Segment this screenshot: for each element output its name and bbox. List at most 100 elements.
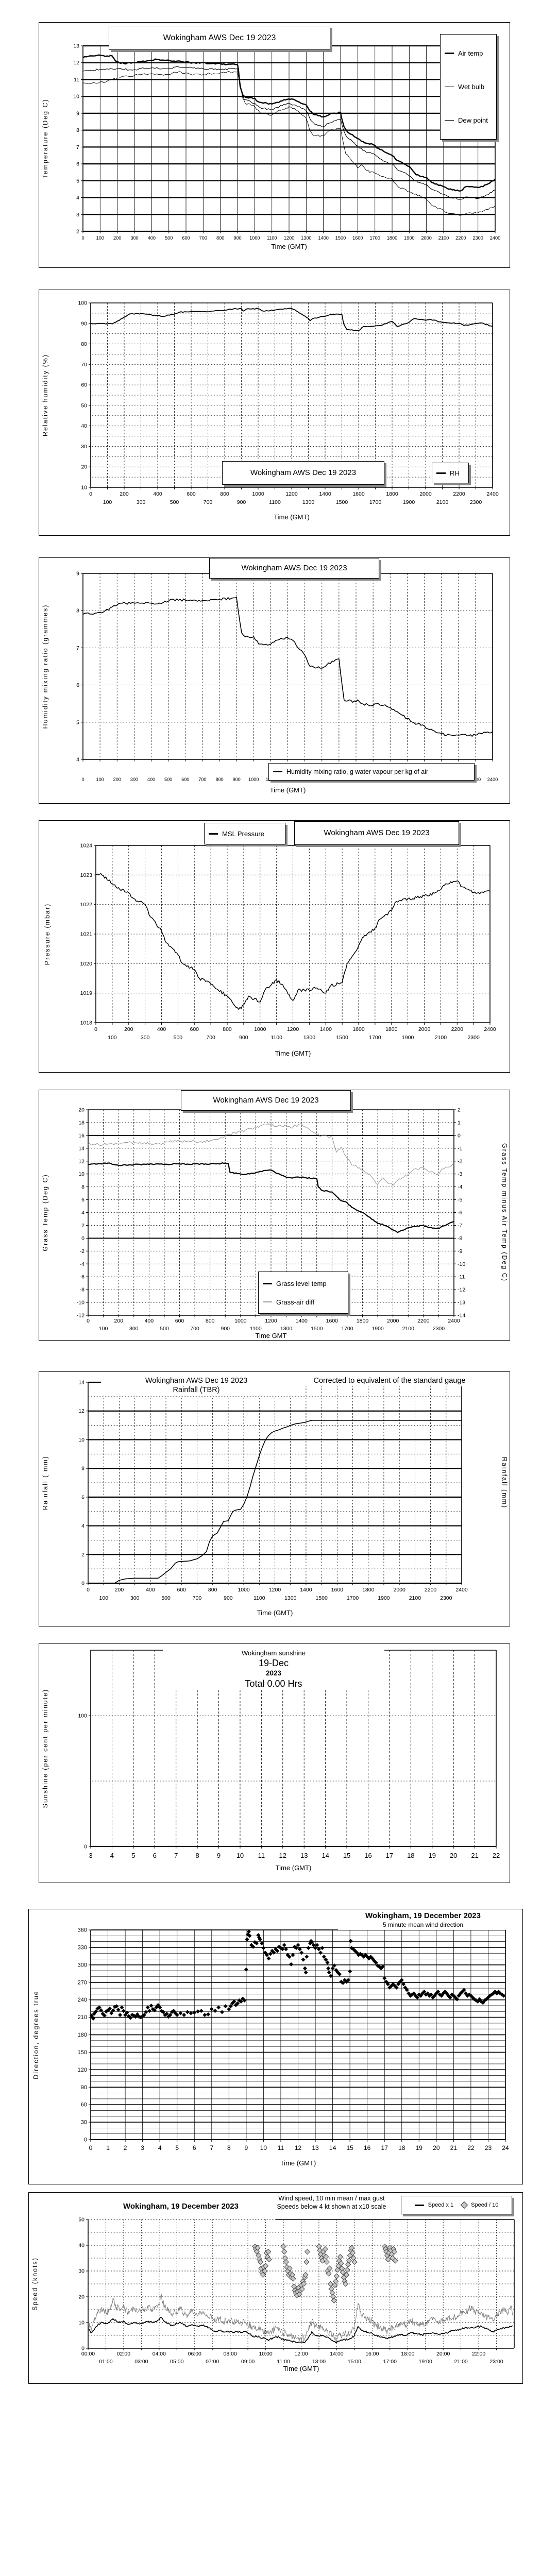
data-point-diamond: [120, 2005, 124, 2010]
chart-title-line: Wokingham AWS Dec 19 2023: [241, 563, 347, 572]
x-tick-label: 10: [260, 2144, 267, 2151]
data-point-diamond: [297, 1947, 302, 1952]
data-point-diamond: [348, 1969, 352, 1974]
x-tick-label: 400: [157, 1026, 166, 1032]
data-point-diamond: [227, 2007, 231, 2011]
data-point-diamond: [418, 1993, 423, 1998]
x-tick-label: 2400: [484, 1026, 496, 1032]
x-axis-title: Time (GMT): [276, 1864, 312, 1872]
data-point-diamond: [147, 2009, 152, 2013]
legend-label: Dew point: [458, 116, 488, 124]
x-tick-label: 1200: [269, 1587, 281, 1593]
data-point-diamond: [216, 2005, 221, 2010]
series-line: [88, 1162, 454, 1233]
y-tick-label: -10: [77, 1300, 84, 1306]
x-tick-label: 700: [193, 1595, 202, 1601]
data-point-diamond: [246, 1929, 251, 1934]
x-tick-label: 200: [114, 1318, 123, 1324]
x-tick-label: 2300: [470, 499, 482, 505]
data-point-diamond: [495, 1991, 499, 1996]
x-tick-label: 13:00: [312, 2359, 326, 2365]
data-point-diamond: [320, 1946, 325, 1951]
y2-tick-label: -14: [458, 1313, 465, 1319]
y-tick-label: 6: [76, 161, 79, 167]
x-tick-label: 2400: [455, 1587, 468, 1593]
y-tick-label: 0: [84, 1844, 87, 1850]
data-point-diamond: [257, 2259, 263, 2265]
data-point-diamond: [316, 2243, 322, 2250]
data-point-diamond: [192, 2010, 197, 2015]
x-tick-label: 2300: [433, 1326, 445, 1332]
data-point-diamond: [316, 1947, 321, 1952]
data-point-diamond: [434, 1991, 438, 1996]
data-point-diamond: [118, 2013, 123, 2018]
y2-tick-label: -10: [458, 1261, 465, 1267]
x-tick-label: 1800: [385, 1026, 398, 1032]
y-tick-label: 30: [81, 2120, 87, 2126]
y-tick-label: 14: [78, 1380, 84, 1386]
y-tick-label: 90: [81, 2084, 87, 2091]
x-tick-label: 600: [190, 1026, 199, 1032]
x-tick-label: 700: [199, 235, 207, 241]
data-point-diamond: [303, 1970, 308, 1975]
x-tick-label: 1900: [378, 1595, 390, 1601]
chart-panel-grass-temp: -12 -10 -8 -6 -4 -2 0 2 4 6 8 10 12 14 16 18 20 -14 -13 -12…: [39, 1090, 510, 1341]
data-point-diamond: [327, 2281, 333, 2287]
data-point-diamond: [487, 1993, 492, 1998]
x-tick-label: 21:00: [454, 2359, 467, 2365]
x-tick-label: 500: [160, 1326, 169, 1332]
y-tick-label: 330: [78, 1944, 87, 1951]
x-tick-label: 2000: [421, 235, 431, 241]
data-point-diamond: [247, 1934, 252, 1938]
y-tick-label: 2: [76, 229, 79, 235]
y-axis-title: Grass Temp (Deg C): [42, 1174, 49, 1251]
x-tick-label: 400: [147, 777, 155, 782]
data-point-diamond: [396, 1982, 401, 1987]
x-tick-label: 19:00: [419, 2359, 432, 2365]
x-tick-label: 13: [312, 2144, 319, 2151]
chart-panel-mixing-ratio: 4567890100200300400500600700800900100011…: [39, 557, 510, 804]
data-point-diamond: [308, 1941, 312, 1946]
x-tick-label: 200: [120, 491, 129, 497]
x-tick-label: 11: [258, 1852, 265, 1859]
chart-title-box: Wokingham AWS Dec 19 2023: [222, 461, 384, 485]
data-point-diamond: [265, 1953, 269, 1957]
chart-title-line: Wokingham AWS Dec 19 2023: [163, 33, 276, 42]
x-tick-label: 1000: [249, 235, 260, 241]
data-point-diamond: [477, 1997, 482, 2002]
chart-title-line: Wokingham, 19 December 2023: [123, 2202, 239, 2211]
x-tick-label: 0: [87, 1318, 90, 1324]
data-point-diamond: [257, 1935, 262, 1940]
x-axis-title: Time GMT: [256, 1332, 287, 1340]
data-point-diamond: [144, 2010, 148, 2014]
data-point-diamond: [365, 1955, 369, 1959]
y-tick-label: 6: [81, 1197, 84, 1203]
chart-panel-wind-speed: 0 10 20 30 40 50 00:00 01:00 02:00 03:00 04:00 05:0…: [28, 2192, 523, 2384]
data-point-diamond: [341, 1980, 345, 1985]
y-tick-label: 40: [78, 2243, 84, 2249]
data-point-diamond: [107, 2006, 112, 2011]
x-tick-label: 400: [146, 1587, 155, 1593]
data-point-diamond: [125, 2010, 129, 2015]
data-point-diamond: [343, 2272, 350, 2278]
data-point-diamond: [358, 1952, 363, 1956]
y2-tick-label: -1: [458, 1145, 462, 1151]
data-point-diamond: [334, 2266, 341, 2273]
data-point-diamond: [448, 1995, 452, 2000]
x-tick-label: 7: [174, 1852, 178, 1859]
x-tick-label: 2100: [438, 235, 449, 241]
data-point-diamond: [326, 1966, 331, 1971]
x-tick-label: 15: [346, 2144, 353, 2151]
x-tick-label: 1900: [402, 1035, 414, 1041]
x-tick-label: 700: [198, 777, 206, 782]
x-tick-label: 900: [232, 777, 240, 782]
legend-item: Speed x 1: [414, 2202, 453, 2208]
series-line: [88, 1420, 462, 1584]
x-tick-label: 17:00: [383, 2359, 397, 2365]
y-tick-label: 2: [81, 1552, 84, 1558]
data-point-diamond: [202, 2013, 207, 2018]
y-tick-label: 20: [78, 2294, 84, 2300]
y2-tick-label: -6: [458, 1210, 462, 1216]
legend-item: Grass-air diff: [263, 1298, 344, 1306]
chart-title-box: Wind speed, 10 min mean / max gust Speeds…: [266, 2194, 397, 2212]
